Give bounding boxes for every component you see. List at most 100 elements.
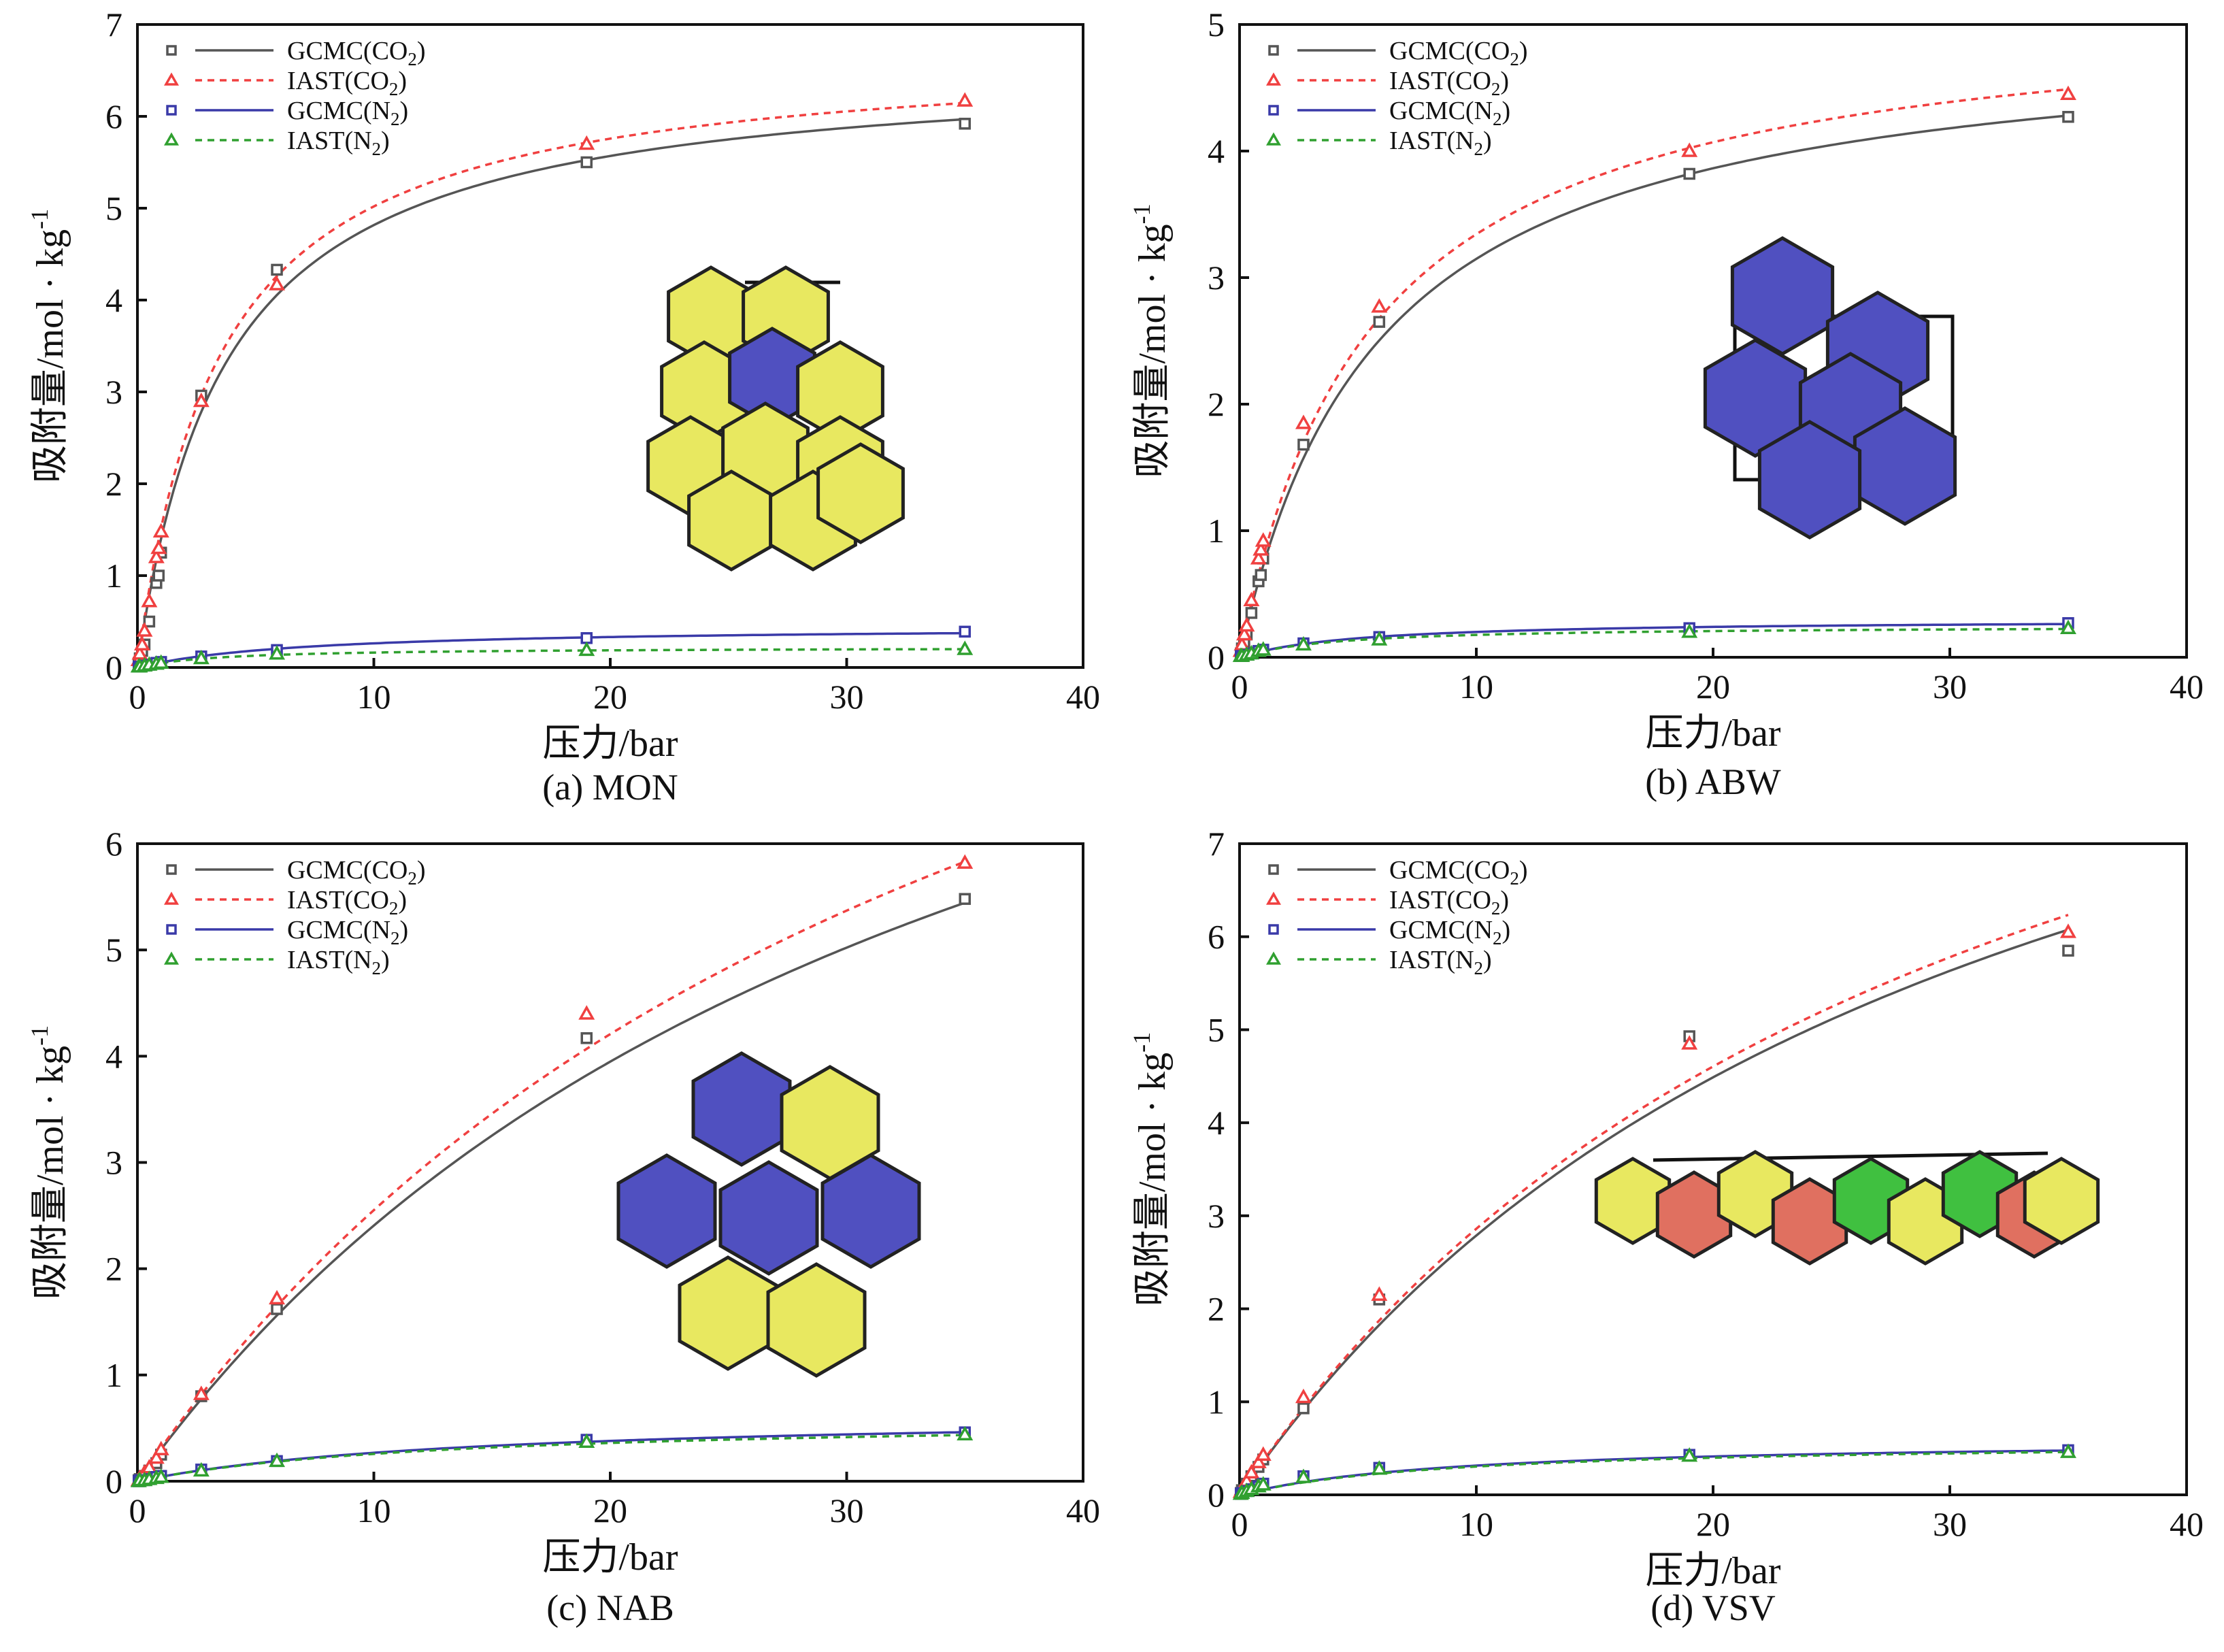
y-tick-label: 1 <box>1208 512 1225 550</box>
data-point-gcmc_co2 <box>2062 944 2074 957</box>
data-point-gcmc_co2 <box>580 156 593 169</box>
data-point-iast_co2 <box>136 622 153 637</box>
y-tick-label: 0 <box>1208 638 1225 676</box>
y-tick-label: 5 <box>1208 5 1225 44</box>
x-tick-label: 20 <box>593 678 627 716</box>
data-point-iast_co2 <box>1250 550 1267 565</box>
x-axis-label: 压力/bar <box>1645 712 1780 755</box>
x-tick-label: 40 <box>1066 678 1100 716</box>
fit-line-gcmc_co2 <box>1238 928 2069 1496</box>
data-point-iast_co2 <box>1243 591 1260 607</box>
legend-marker <box>163 951 180 965</box>
chart-panel-4: 0 10 20 30 40 0 1 2 3 4 5 6 7 压力/bar 吸附量/mol · kg-1 (d)… <box>1128 825 2204 1628</box>
legend-label: IAST(CO2) <box>287 886 407 919</box>
y-tick-label: 0 <box>105 1462 122 1500</box>
data-point-gcmc_co2 <box>959 118 971 130</box>
y-tick-label: 3 <box>1208 1197 1225 1235</box>
data-point-iast_co2 <box>148 1449 165 1464</box>
legend-marker <box>1268 924 1279 935</box>
data-point-iast_co2 <box>150 539 167 555</box>
data-point-iast_co2 <box>133 635 150 650</box>
data-point-iast_co2 <box>1371 1286 1388 1301</box>
panel-caption: (b) ABW <box>1645 761 1781 802</box>
x-axis-label: 压力/bar <box>1645 1550 1780 1592</box>
data-point-iast_n2 <box>1295 1468 1312 1483</box>
data-point-gcmc_n2 <box>580 632 593 644</box>
plot-frame <box>1238 842 2188 1496</box>
data-point-iast_co2 <box>957 92 974 107</box>
data-point-iast_co2 <box>1295 1388 1312 1404</box>
data-point-iast_co2 <box>578 135 595 150</box>
data-point-iast_n2 <box>1371 1460 1388 1475</box>
x-axis-label: 压力/bar <box>542 1536 678 1579</box>
x-tick-label: 30 <box>830 1491 864 1530</box>
legend-marker <box>1268 864 1279 875</box>
y-tick-label: 4 <box>1208 132 1225 170</box>
x-tick-label: 20 <box>593 1491 627 1530</box>
data-point-iast_co2 <box>141 593 158 608</box>
legend-label: GCMC(N2) <box>287 97 408 129</box>
data-point-iast_n2 <box>1255 641 1272 656</box>
x-axis-label: 压力/bar <box>542 723 678 765</box>
y-tick-label: 3 <box>105 1144 122 1182</box>
data-point-iast_co2 <box>1235 625 1252 641</box>
legend-label: GCMC(CO2) <box>287 856 426 889</box>
data-point-iast_co2 <box>2060 85 2076 101</box>
legend-label: IAST(CO2) <box>287 67 407 99</box>
y-tick-label: 5 <box>1208 1010 1225 1048</box>
legend-label: GCMC(CO2) <box>287 37 426 69</box>
data-point-iast_co2 <box>1252 541 1269 556</box>
legend-marker <box>1268 45 1279 56</box>
x-tick-label: 30 <box>830 678 864 716</box>
data-point-iast_co2 <box>152 1440 169 1455</box>
data-point-iast_co2 <box>2060 923 2076 938</box>
y-tick-label: 5 <box>105 931 122 969</box>
data-point-iast_n2 <box>2060 1443 2076 1458</box>
data-point-iast_n2 <box>957 640 974 655</box>
data-point-iast_n2 <box>269 645 286 660</box>
framework-cage <box>1703 338 1808 458</box>
x-tick-label: 0 <box>1231 1505 1248 1543</box>
data-point-iast_co2 <box>1255 1446 1272 1461</box>
data-point-iast_co2 <box>1238 616 1255 632</box>
legend-marker <box>163 891 180 905</box>
legend-label: GCMC(N2) <box>287 916 408 948</box>
y-tick-label: 1 <box>105 557 122 595</box>
data-point-iast_n2 <box>578 1433 595 1448</box>
data-point-gcmc_co2 <box>271 1303 283 1315</box>
legend: GCMC(CO2)IAST(CO2)GCMC(N2)IAST(N2) <box>163 37 426 159</box>
y-tick-label: 4 <box>105 281 122 319</box>
x-tick-label: 20 <box>1696 667 1730 706</box>
data-point-iast_n2 <box>578 641 595 657</box>
x-tick-label: 30 <box>1933 1505 1967 1543</box>
y-tick-label: 0 <box>1208 1476 1225 1514</box>
data-point-iast_co2 <box>1681 1035 1698 1050</box>
framework-cage <box>691 1051 792 1167</box>
data-point-iast_co2 <box>152 523 169 538</box>
legend-marker <box>166 105 177 116</box>
y-tick-label: 4 <box>1208 1104 1225 1142</box>
data-point-gcmc_co2 <box>1245 607 1258 619</box>
framework-cage <box>678 1255 778 1371</box>
legend-marker <box>1265 132 1282 146</box>
data-point-iast_co2 <box>269 1289 286 1305</box>
data-point-iast_n2 <box>957 1425 974 1441</box>
legend-marker <box>1268 105 1279 116</box>
legend: GCMC(CO2)IAST(CO2)GCMC(N2)IAST(N2) <box>1265 856 1528 978</box>
panel-caption: (d) VSV <box>1650 1587 1776 1628</box>
y-tick-label: 1 <box>1208 1383 1225 1421</box>
fit-line-gcmc_co2 <box>136 118 965 668</box>
y-tick-label: 1 <box>105 1356 122 1394</box>
data-point-iast_n2 <box>269 1452 286 1468</box>
y-tick-label: 6 <box>1208 918 1225 956</box>
legend-marker <box>163 132 180 146</box>
y-tick-label: 6 <box>105 825 122 863</box>
x-tick-label: 0 <box>129 1491 146 1530</box>
data-point-iast_co2 <box>957 854 974 869</box>
data-point-iast_n2 <box>193 649 210 665</box>
data-point-gcmc_co2 <box>1255 569 1267 581</box>
framework-cage <box>718 1160 819 1276</box>
y-tick-label: 7 <box>105 5 122 44</box>
data-point-gcmc_co2 <box>1297 1402 1310 1415</box>
data-point-iast_n2 <box>1681 1447 1698 1462</box>
